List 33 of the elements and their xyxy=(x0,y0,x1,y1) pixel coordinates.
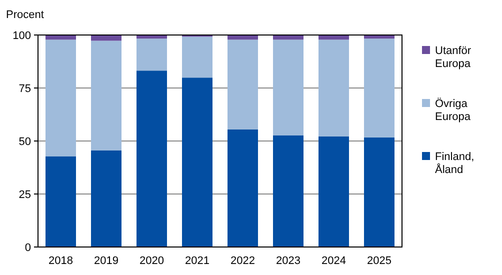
y-tick-label: 100 xyxy=(12,30,31,42)
y-tick-label: 25 xyxy=(18,188,31,201)
bar xyxy=(228,40,258,130)
x-tick-label: 2019 xyxy=(94,255,118,267)
y-tick-label: 50 xyxy=(18,136,31,148)
y-axis-title: Procent xyxy=(6,9,44,21)
bar xyxy=(318,40,349,136)
bar xyxy=(364,38,394,138)
x-tick-label: 2021 xyxy=(185,255,210,267)
bar xyxy=(91,150,122,247)
bar xyxy=(273,40,304,136)
y-tick-label: 75 xyxy=(18,82,31,95)
y-tick-label: 0 xyxy=(24,242,31,254)
x-tick-label: 2020 xyxy=(140,255,164,267)
bar xyxy=(364,137,394,247)
legend-label: Övriga Europa xyxy=(435,96,472,124)
legend-label: Utanför Europa xyxy=(435,44,472,70)
bar xyxy=(182,78,212,247)
bar xyxy=(46,156,76,247)
legend-label: Finland, Åland xyxy=(435,150,474,176)
bar xyxy=(136,38,167,71)
bar xyxy=(182,36,212,78)
x-tick-label: 2024 xyxy=(322,255,346,267)
bar xyxy=(318,136,349,247)
bar xyxy=(91,40,122,150)
x-tick-label: 2023 xyxy=(276,255,300,267)
bar xyxy=(46,40,76,156)
x-tick-label: 2018 xyxy=(48,255,73,267)
x-tick-label: 2025 xyxy=(367,255,392,267)
bar xyxy=(273,135,304,247)
bar xyxy=(136,70,167,247)
x-tick-label: 2022 xyxy=(230,255,255,267)
bar xyxy=(228,129,258,247)
